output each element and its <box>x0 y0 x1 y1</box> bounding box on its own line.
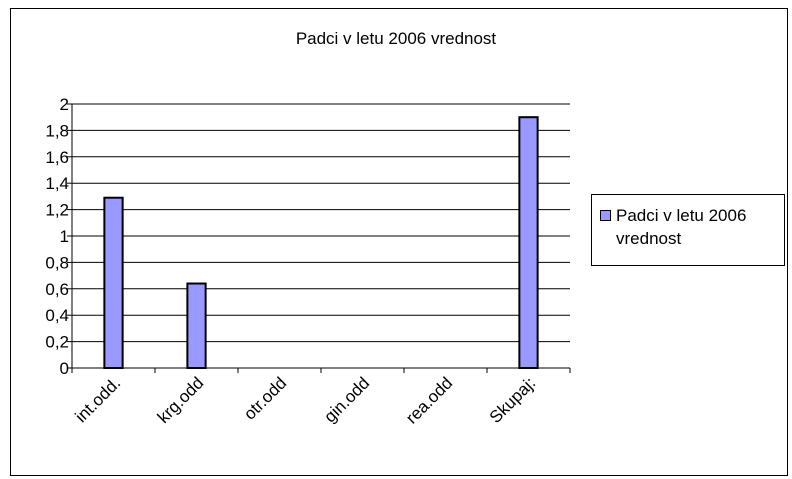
y-tick-label: 1,8 <box>45 121 69 140</box>
chart-title: Padci v letu 2006 vrednost <box>295 29 497 48</box>
axes <box>67 103 571 373</box>
y-tick-label: 0,8 <box>45 253 69 272</box>
legend: Padci v letu 2006 vrednost <box>591 194 785 266</box>
x-tick-label: rea.odd <box>402 373 456 427</box>
legend-swatch <box>600 210 611 221</box>
y-tick-labels: 0 0,2 0,4 0,6 0,8 1 1,2 1,4 1,6 1,8 2 <box>45 95 69 378</box>
y-tick-label: 0 <box>60 359 69 378</box>
x-tick-label: krg.odd <box>154 373 208 427</box>
y-tick-label: 0,4 <box>45 306 69 325</box>
x-tick-label: gin.odd <box>320 373 373 426</box>
x-tick-label: Skupaj: <box>486 373 540 427</box>
legend-label: Padci v letu 2006 vrednost <box>616 206 747 248</box>
y-tick-label: 1,2 <box>45 201 69 220</box>
bar-5 <box>518 116 539 369</box>
gridlines <box>72 103 570 343</box>
bars <box>103 116 539 369</box>
x-tick-label: int.odd. <box>71 373 124 426</box>
y-tick-label: 1,4 <box>45 174 69 193</box>
y-tick-label: 1 <box>60 227 69 246</box>
y-tick-label: 1,6 <box>45 148 69 167</box>
x-tick-labels: int.odd. krg.odd otr.odd gin.odd rea.odd Skup… <box>71 373 539 427</box>
y-tick-label: 2 <box>60 95 69 114</box>
y-tick-label: 0,2 <box>45 333 69 352</box>
y-tick-label: 0,6 <box>45 280 69 299</box>
bar-1 <box>186 282 207 369</box>
x-tick-label: otr.odd <box>240 373 290 423</box>
bar-0 <box>103 196 124 369</box>
